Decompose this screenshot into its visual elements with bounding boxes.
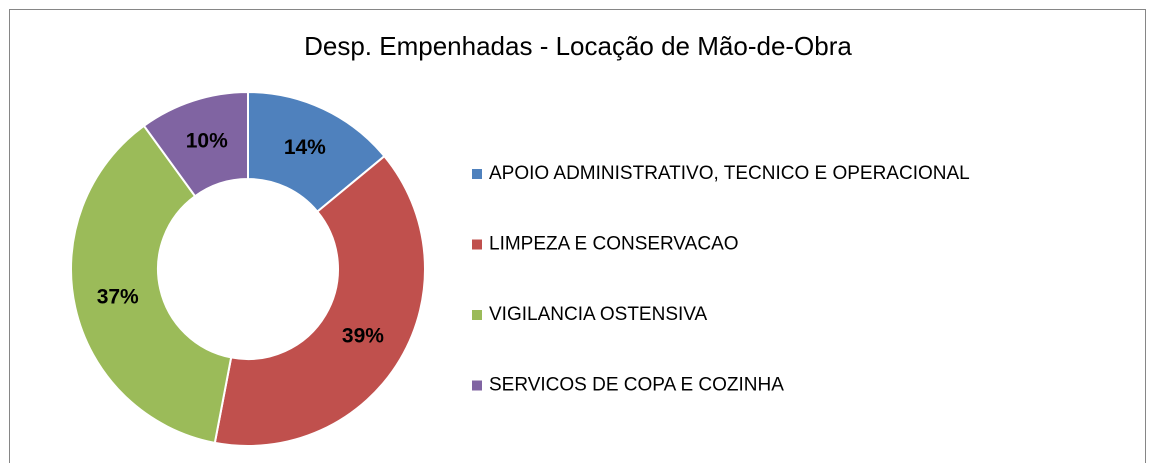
legend-marker (472, 380, 482, 391)
donut-segment (70, 124, 233, 445)
legend-label: VIGILANCIA OSTENSIVA (489, 304, 708, 325)
donut-segment (213, 154, 426, 447)
legend-marker (472, 169, 482, 179)
data-label: 39% (342, 325, 384, 348)
chart-title: Desp. Empenhadas - Locação de Mão-de-Obr… (304, 31, 852, 61)
legend-label: SERVICOS DE COPA E COZINHA (489, 375, 784, 396)
legend-label: LIMPEZA E CONSERVACAO (489, 234, 739, 255)
donut-segment (142, 90, 249, 198)
legend-marker (472, 310, 482, 320)
legend-marker (472, 239, 482, 250)
data-label: 37% (97, 286, 139, 309)
data-label: 14% (284, 136, 326, 159)
data-label: 10% (186, 130, 228, 153)
legend-label: APOIO ADMINISTRATIVO, TECNICO E OPERACIO… (489, 163, 970, 184)
